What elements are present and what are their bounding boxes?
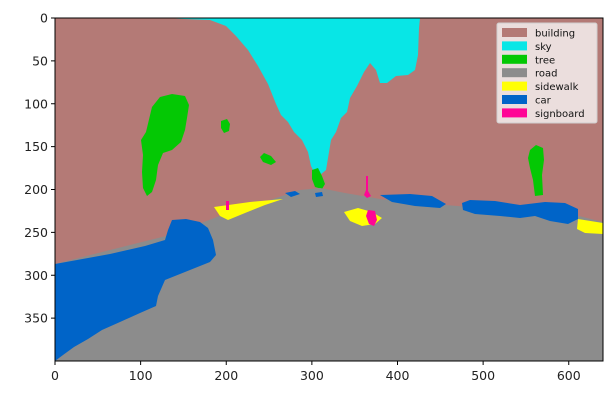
region-sidewalk <box>214 199 283 220</box>
legend-swatch <box>502 95 527 104</box>
x-axis: 0 100 200 300 400 500 600 <box>51 361 581 383</box>
x-tick-label: 400 <box>386 368 410 383</box>
region-tree <box>528 145 544 196</box>
region-sky <box>165 18 420 175</box>
legend-label: car <box>535 96 552 107</box>
x-tick-label: 100 <box>129 368 153 383</box>
region-car <box>462 200 578 224</box>
region-sidewalk <box>577 219 603 234</box>
legend-swatch <box>502 68 527 78</box>
y-tick-label: 100 <box>24 96 48 111</box>
legend-label: sky <box>535 42 552 53</box>
region-tree <box>312 168 325 189</box>
x-tick-label: 300 <box>300 368 324 383</box>
legend-swatch <box>502 41 527 51</box>
x-tick-label: 500 <box>471 368 495 383</box>
y-tick-label: 250 <box>24 225 48 240</box>
region-signboard <box>226 201 229 210</box>
legend-label: building <box>535 29 575 40</box>
legend: building sky tree road sidewalk car signboard <box>496 22 598 124</box>
region-signboard <box>366 210 377 226</box>
region-car <box>315 192 323 197</box>
x-tick-label: 0 <box>51 368 59 383</box>
region-signboard <box>364 176 371 198</box>
legend-swatch <box>502 28 527 37</box>
legend-swatch <box>502 54 527 64</box>
region-car <box>55 219 216 361</box>
legend-label: signboard <box>535 109 585 120</box>
y-tick-label: 0 <box>40 11 48 26</box>
legend-swatch <box>502 81 527 91</box>
region-tree <box>260 153 276 165</box>
legend-swatch <box>502 108 527 118</box>
y-tick-label: 150 <box>24 139 48 154</box>
x-tick-label: 600 <box>557 368 581 383</box>
y-tick-label: 300 <box>24 268 48 283</box>
region-tree <box>221 119 230 133</box>
region-car <box>285 191 300 197</box>
legend-label: sidewalk <box>535 82 579 93</box>
region-car <box>380 194 446 208</box>
y-tick-label: 350 <box>24 311 48 326</box>
legend-label: tree <box>535 55 555 66</box>
y-axis: 0 50 100 150 200 250 300 350 <box>24 11 55 326</box>
region-tree <box>141 94 189 196</box>
y-tick-label: 200 <box>24 182 48 197</box>
y-tick-label: 50 <box>32 53 48 68</box>
legend-label: road <box>535 69 558 80</box>
x-tick-label: 200 <box>214 368 238 383</box>
